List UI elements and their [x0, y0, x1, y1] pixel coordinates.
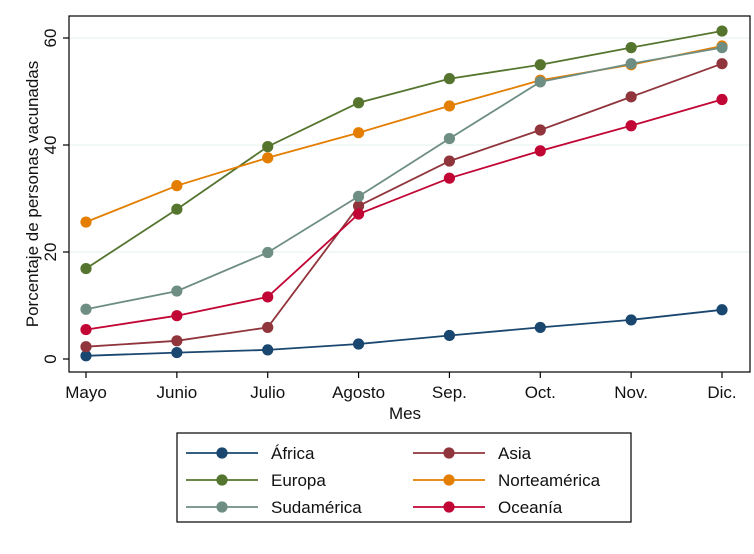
- plot-frame: [68, 15, 751, 373]
- data-point-africa: [534, 321, 546, 334]
- data-point-norteamerica: [80, 216, 92, 228]
- y-tick-label: 0: [41, 354, 60, 363]
- data-point-africa: [716, 304, 728, 316]
- legend-label: Sudamérica: [271, 498, 362, 517]
- data-point-sudamerica: [171, 285, 183, 297]
- x-axis-title: Mes: [389, 404, 421, 423]
- data-point-norteamerica: [262, 152, 274, 164]
- data-point-norteamerica: [352, 127, 365, 139]
- data-point-sudamerica: [716, 42, 728, 54]
- series-line-africa: [85, 308, 723, 357]
- data-point-asia: [262, 321, 274, 334]
- data-point-oceania: [262, 291, 274, 303]
- data-point-africa: [262, 344, 274, 356]
- data-point-asia: [80, 341, 92, 353]
- x-tick-label: Sep.: [432, 383, 467, 402]
- legend-item-oceania: Oceanía: [413, 498, 563, 517]
- data-point-oceania: [171, 310, 183, 322]
- data-point-sudamerica: [262, 246, 274, 259]
- legend-label: Oceanía: [498, 498, 563, 517]
- data-point-asia: [534, 124, 546, 136]
- data-point-europa: [262, 141, 274, 153]
- legend-item-sudamerica: Sudamérica: [186, 498, 362, 517]
- x-tick-label: Nov.: [614, 383, 648, 402]
- series-lines: [85, 30, 723, 357]
- legend-swatch-marker: [216, 447, 228, 459]
- gridlines: [69, 37, 750, 253]
- data-point-sudamerica: [625, 58, 637, 70]
- legend-swatch-marker: [443, 501, 455, 513]
- data-point-africa: [80, 350, 92, 362]
- x-tick-label: Junio: [157, 383, 198, 402]
- legend-item-europa: Europa: [186, 471, 326, 490]
- data-point-asia: [443, 155, 456, 167]
- legend-label: África: [271, 444, 315, 463]
- x-tick-label: Oct.: [525, 383, 556, 402]
- legend-swatch-marker: [216, 474, 228, 486]
- series-points: [80, 25, 728, 362]
- data-point-europa: [171, 203, 183, 215]
- data-point-sudamerica: [352, 190, 365, 202]
- data-point-sudamerica: [443, 132, 456, 145]
- y-tick-label: 20: [41, 243, 60, 262]
- legend-swatch-marker: [443, 474, 455, 486]
- legend-item-africa: África: [186, 444, 315, 463]
- data-point-oceania: [716, 93, 728, 106]
- data-point-oceania: [80, 323, 92, 336]
- data-point-europa: [80, 262, 92, 275]
- data-point-norteamerica: [443, 100, 456, 112]
- data-point-sudamerica: [80, 303, 92, 315]
- series-line-asia: [85, 62, 723, 348]
- x-tick-label: Mayo: [65, 383, 107, 402]
- data-point-africa: [443, 329, 456, 342]
- data-point-europa: [352, 97, 365, 109]
- data-point-europa: [534, 59, 546, 71]
- legend: África Asia Europa Norteamérica Sudamérica Oc…: [176, 432, 632, 523]
- data-point-europa: [443, 73, 456, 85]
- data-point-oceania: [534, 145, 546, 157]
- data-point-europa: [625, 42, 637, 54]
- legend-swatch-marker: [443, 447, 455, 459]
- series-line-sudamerica: [85, 46, 723, 311]
- data-point-asia: [352, 200, 365, 212]
- legend-label: Norteamérica: [498, 471, 601, 490]
- legend-label: Europa: [271, 471, 326, 490]
- data-point-sudamerica: [534, 76, 546, 88]
- data-point-africa: [352, 338, 365, 350]
- data-point-africa: [171, 346, 183, 359]
- y-axis-title: Porcentaje de personas vacunadas: [23, 61, 42, 328]
- y-tick-label: 60: [41, 29, 60, 48]
- series-line-oceania: [85, 98, 723, 331]
- x-tick-label: Dic.: [707, 383, 736, 402]
- data-point-norteamerica: [171, 180, 183, 192]
- series-line-europa: [85, 30, 723, 270]
- legend-item-asia: Asia: [413, 444, 532, 463]
- legend-item-norteamerica: Norteamérica: [413, 471, 601, 490]
- data-point-oceania: [443, 172, 456, 184]
- legend-label: Asia: [498, 444, 532, 463]
- data-point-oceania: [352, 208, 365, 220]
- x-tick-label: Agosto: [332, 383, 385, 402]
- data-point-asia: [171, 335, 183, 347]
- legend-swatch-marker: [216, 501, 228, 513]
- data-point-europa: [716, 25, 728, 37]
- data-point-oceania: [625, 120, 637, 132]
- axes: 0 20 40 60 Mayo Junio Julio Agosto Sep. Oct. Nov. D…: [41, 29, 737, 402]
- data-point-africa: [625, 314, 637, 326]
- x-tick-label: Julio: [250, 383, 285, 402]
- data-point-asia: [716, 58, 728, 70]
- data-point-asia: [625, 91, 637, 103]
- y-tick-label: 40: [41, 136, 60, 155]
